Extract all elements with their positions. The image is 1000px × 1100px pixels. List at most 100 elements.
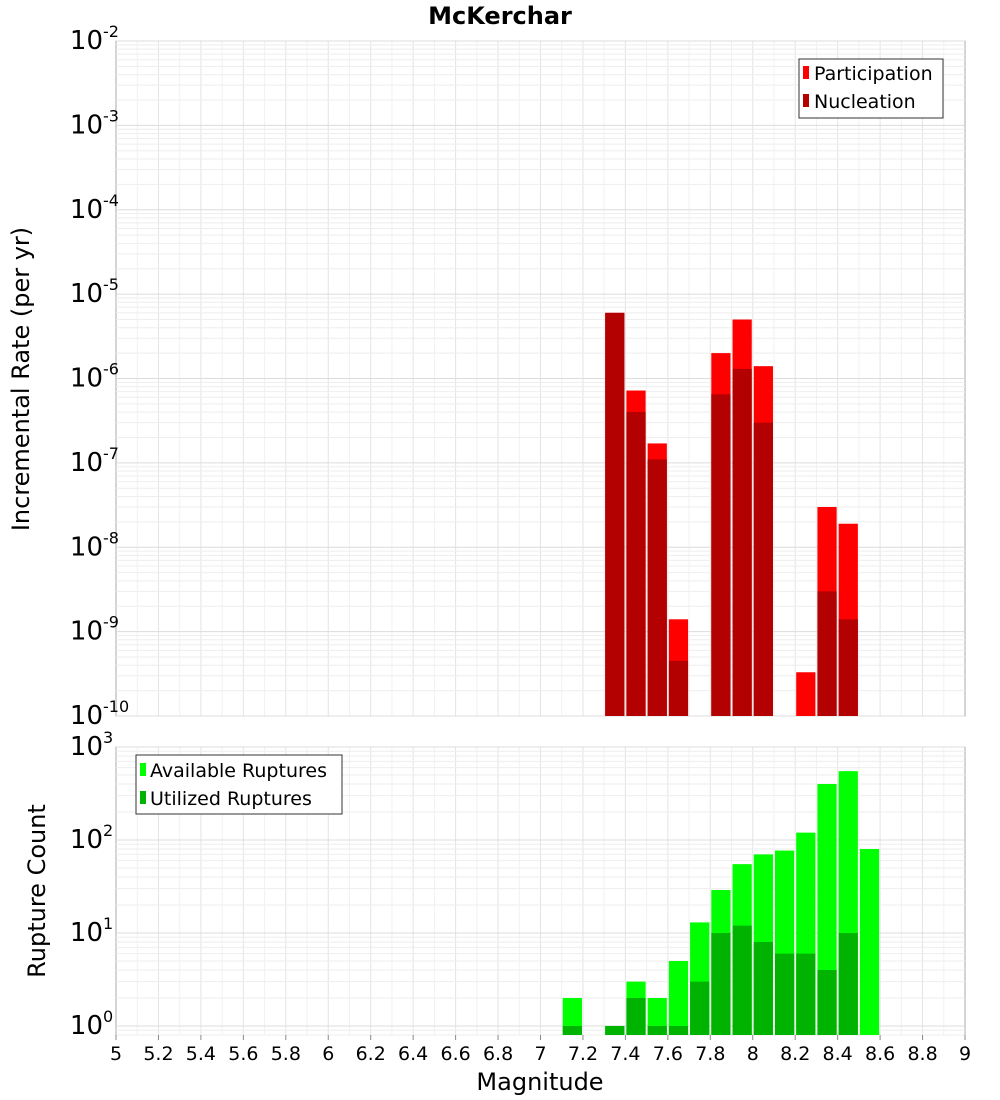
top-bar-s2 bbox=[817, 591, 837, 716]
x-tick-label: 5 bbox=[110, 1043, 122, 1065]
legend-swatch-participation bbox=[803, 66, 809, 79]
x-tick-label: 8.4 bbox=[823, 1043, 853, 1065]
bottom-ytick-base: 10 bbox=[70, 1011, 103, 1041]
x-tick-label: 6.6 bbox=[440, 1043, 470, 1065]
top-ytick-exp: -8 bbox=[103, 528, 119, 547]
top-bar-s1 bbox=[796, 672, 816, 716]
top-ytick-base: 10 bbox=[70, 279, 103, 309]
top-ytick-exp: -7 bbox=[103, 444, 119, 463]
top-ytick-exp: -3 bbox=[103, 106, 119, 125]
bottom-ytick-base: 10 bbox=[70, 825, 103, 855]
top-ytick-base: 10 bbox=[70, 26, 103, 56]
legend-swatch-nucleation bbox=[803, 94, 809, 107]
bottom-bar-s2 bbox=[796, 953, 816, 1035]
legend-label-utilized: Utilized Ruptures bbox=[150, 788, 312, 810]
top-ytick-exp: -6 bbox=[103, 360, 119, 379]
bottom-bar-s2 bbox=[838, 932, 858, 1035]
top-ytick-base: 10 bbox=[70, 195, 103, 225]
x-tick-label: 6.8 bbox=[483, 1043, 513, 1065]
top-bar-s2 bbox=[626, 412, 646, 716]
top-ytick-base: 10 bbox=[70, 532, 103, 562]
x-tick-label: 7 bbox=[534, 1043, 546, 1065]
x-tick-label: 8.6 bbox=[865, 1043, 895, 1065]
bottom-bar-s2 bbox=[817, 969, 837, 1035]
x-tick-label: 5.2 bbox=[143, 1043, 173, 1065]
bottom-bar-s2 bbox=[690, 981, 710, 1035]
top-ytick-exp: -2 bbox=[103, 22, 119, 41]
bottom-ytick-exp: 2 bbox=[103, 821, 113, 840]
legend-label-nucleation: Nucleation bbox=[814, 91, 916, 113]
x-tick-label: 6.4 bbox=[398, 1043, 428, 1065]
top-legend-box bbox=[798, 58, 944, 119]
bottom-bar-s2 bbox=[668, 1025, 689, 1035]
x-tick-label: 5.6 bbox=[228, 1043, 258, 1065]
bottom-bars bbox=[562, 771, 880, 1035]
bottom-bar-s2 bbox=[605, 1025, 625, 1035]
top-ytick-exp: -9 bbox=[103, 613, 119, 632]
bottom-ytick-exp: 3 bbox=[103, 728, 113, 747]
bottom-ytick-exp: 0 bbox=[103, 1007, 113, 1026]
top-bar-s2 bbox=[605, 312, 625, 716]
x-tick-label: 5.4 bbox=[186, 1043, 216, 1065]
top-ytick-base: 10 bbox=[70, 448, 103, 478]
legend-label-available: Available Ruptures bbox=[150, 760, 327, 782]
x-tick-label: 7.4 bbox=[610, 1043, 640, 1065]
top-ytick-base: 10 bbox=[70, 110, 103, 140]
top-grid bbox=[116, 40, 965, 717]
bottom-bar-s2 bbox=[732, 925, 752, 1035]
top-bar-s2 bbox=[647, 459, 667, 716]
bottom-legend-box bbox=[135, 754, 343, 815]
bottom-bar-s2 bbox=[774, 953, 795, 1035]
top-bar-s2 bbox=[711, 394, 731, 716]
bottom-bar-s2 bbox=[753, 942, 773, 1035]
top-bar-s2 bbox=[838, 619, 858, 716]
x-tick-label: 8.2 bbox=[780, 1043, 810, 1065]
x-axis-label: Magnitude bbox=[476, 1068, 603, 1096]
bottom-ytick-base: 10 bbox=[70, 918, 103, 948]
x-ticks: 5 5.2 5.4 5.6 5.8 6 6.2 6.4 6.6 6.8 7 7.2 7.4 7.6 7.8 8… bbox=[110, 1035, 971, 1065]
bottom-bar-s2 bbox=[711, 932, 731, 1035]
bottom-ytick-base: 10 bbox=[70, 732, 103, 762]
bottom-grid bbox=[116, 746, 965, 1036]
top-bars bbox=[605, 312, 858, 716]
bottom-ytick-exp: 1 bbox=[103, 914, 113, 933]
top-ytick-base: 10 bbox=[70, 701, 103, 731]
top-legend: Participation Nucleation bbox=[798, 58, 944, 119]
top-bar-s2 bbox=[668, 660, 689, 716]
top-ytick-exp: -5 bbox=[103, 275, 119, 294]
chart-title: McKerchar bbox=[428, 2, 572, 30]
bottom-bar-s1 bbox=[647, 997, 667, 1035]
legend-swatch-available bbox=[140, 763, 146, 776]
x-tick-label: 9 bbox=[959, 1043, 971, 1065]
top-bar-s2 bbox=[732, 368, 752, 716]
x-tick-label: 6.2 bbox=[356, 1043, 386, 1065]
x-tick-label: 6 bbox=[322, 1043, 334, 1065]
bottom-y-axis-label: Rupture Count bbox=[23, 804, 51, 978]
top-ytick-exp: -10 bbox=[103, 697, 129, 716]
top-ytick-exp: -4 bbox=[103, 191, 119, 210]
bottom-legend: Available Ruptures Utilized Ruptures bbox=[135, 754, 343, 815]
bottom-bar-s2 bbox=[626, 997, 646, 1035]
x-tick-label: 8 bbox=[747, 1043, 759, 1065]
legend-swatch-utilized bbox=[140, 791, 146, 804]
top-ytick-base: 10 bbox=[70, 364, 103, 394]
top-y-axis-label: Incremental Rate (per yr) bbox=[7, 227, 35, 531]
bottom-bar-s2 bbox=[647, 1025, 667, 1035]
top-bar-s2 bbox=[753, 422, 773, 716]
bottom-bar-s1 bbox=[562, 997, 582, 1035]
x-tick-label: 8.8 bbox=[907, 1043, 937, 1065]
x-tick-label: 7.8 bbox=[695, 1043, 725, 1065]
x-tick-label: 7.6 bbox=[653, 1043, 683, 1065]
legend-label-participation: Participation bbox=[814, 63, 933, 85]
bottom-bar-s2 bbox=[562, 1025, 582, 1035]
x-tick-label: 5.8 bbox=[271, 1043, 301, 1065]
top-ytick-base: 10 bbox=[70, 617, 103, 647]
x-tick-label: 7.2 bbox=[568, 1043, 598, 1065]
bottom-bar-s1 bbox=[859, 849, 880, 1035]
bottom-bar-s1 bbox=[668, 960, 689, 1035]
